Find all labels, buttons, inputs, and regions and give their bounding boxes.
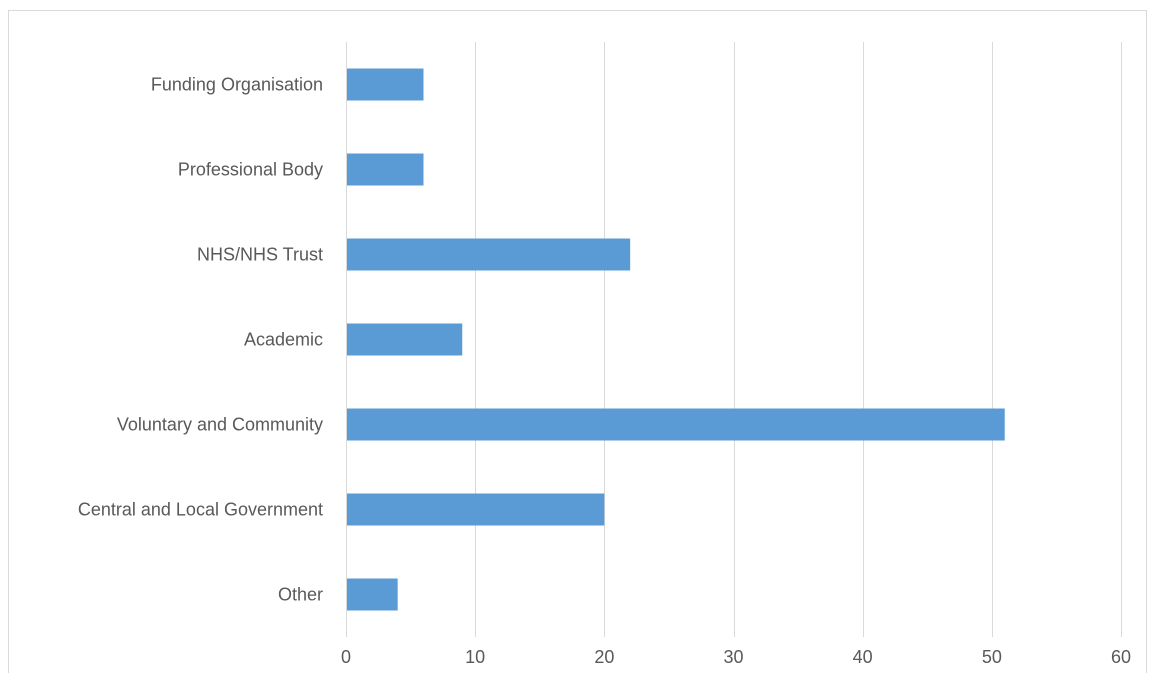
x-tick-label: 50 [982,647,1002,667]
bars [347,68,1005,611]
x-tick-label: 60 [1111,647,1131,667]
category-labels: Funding Organisation Professional Body NHS… [78,75,323,605]
bar-other [347,578,398,611]
bar-professional-body [347,153,424,186]
category-label: Academic [244,330,323,350]
category-label: Professional Body [178,160,323,180]
bar-academic [347,323,463,356]
bar-nhs-nhs-trust [347,238,631,271]
x-tick-label: 10 [465,647,485,667]
bar-voluntary-and-community [347,408,1005,441]
chart-frame [8,10,1147,673]
category-label: Other [278,585,323,605]
bar-funding-organisation [347,68,424,101]
x-tick-label: 30 [723,647,743,667]
gridlines [346,42,1122,637]
category-label: NHS/NHS Trust [197,245,323,265]
category-label: Funding Organisation [151,75,323,95]
x-tick-label: 40 [853,647,873,667]
category-label: Central and Local Government [78,500,323,520]
x-tick-label: 20 [594,647,614,667]
x-tick-label: 0 [341,647,351,667]
category-label: Voluntary and Community [117,415,323,435]
x-tick-labels: 0 10 20 30 40 50 60 [341,647,1131,667]
bar-central-and-local-government [347,493,605,526]
